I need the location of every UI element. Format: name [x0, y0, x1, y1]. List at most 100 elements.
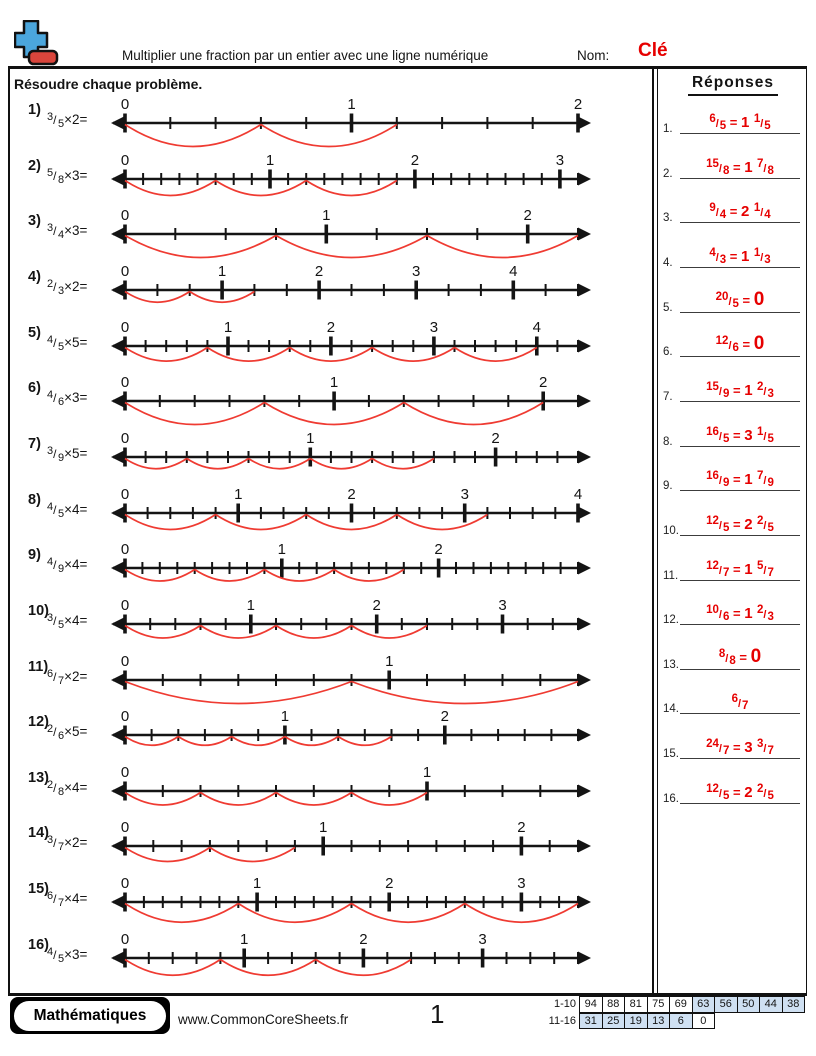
tick-label: 0	[121, 374, 129, 391]
jump-arc	[124, 735, 179, 747]
problem-expression: 2/6×5=	[47, 723, 88, 743]
score-cell: 13	[646, 1012, 670, 1029]
answer-value: 9/4 = 2 1/4	[680, 202, 800, 224]
score-cell: 69	[669, 996, 693, 1013]
worksheet-title: Multiplier une fraction par un entier av…	[122, 48, 489, 63]
problem-number: 12)	[28, 714, 49, 731]
brand-name: Mathématiques	[14, 1000, 166, 1031]
number-line: 0 1 2	[111, 374, 591, 426]
red-block-icon	[27, 49, 59, 66]
tick-label: 2	[373, 597, 381, 614]
jump-arc	[263, 568, 335, 582]
jump-arc	[337, 735, 392, 747]
tick-label: 3	[498, 597, 506, 614]
answer-number: 7.	[663, 390, 673, 403]
tick-label: 2	[524, 207, 532, 224]
left-arrow-icon	[111, 227, 124, 241]
score-cell: 25	[601, 1012, 625, 1029]
right-arrow-icon	[578, 116, 591, 130]
jump-arc	[351, 791, 428, 806]
tick-label: 1	[319, 819, 327, 836]
tick-label: 2	[315, 263, 323, 280]
answers-separator-line	[652, 69, 654, 993]
answer-value: 12/6 = 0	[680, 333, 800, 358]
number-line: 0 1 2	[111, 708, 591, 747]
answers-title: Réponses	[687, 74, 779, 96]
problem-row: 15) 6/7×4= 0 1 2 3	[0, 872, 650, 928]
number-line: 0 1 2	[111, 96, 591, 148]
jump-arc	[231, 735, 286, 747]
jump-arc	[351, 680, 579, 704]
problem-row: 9) 4/9×4= 0 1 2	[0, 538, 650, 594]
header-rule	[8, 66, 807, 69]
score-cell: 38	[781, 996, 805, 1013]
jump-arc	[194, 568, 265, 582]
tick-label: 1	[240, 931, 248, 948]
answer-row: 12. 10/6 = 1 2/3	[654, 586, 808, 628]
left-arrow-icon	[111, 673, 124, 686]
tick-label: 0	[121, 653, 129, 670]
answer-value: 24/7 = 3 3/7	[680, 738, 800, 760]
tick-label: 3	[478, 931, 486, 948]
problem-expression: 4/5×5=	[47, 333, 88, 353]
tick-label: 0	[121, 597, 129, 614]
jump-arc	[426, 235, 579, 259]
tick-label: 2	[347, 486, 355, 503]
answer-number: 8.	[663, 435, 673, 448]
answer-row: 5. 20/5 = 0	[654, 274, 808, 316]
left-arrow-icon	[111, 339, 124, 353]
score-row: 11-16 31 25 19 13 6 0	[530, 1012, 715, 1029]
problem-expression: 5/8×3=	[47, 166, 88, 186]
problem-row: 2) 5/8×3= 0 1 2 3	[0, 149, 650, 205]
jump-arc	[186, 457, 249, 470]
answer-row: 3. 9/4 = 2 1/4	[654, 184, 808, 226]
answer-row: 10. 12/5 = 2 2/5	[654, 497, 808, 539]
brand-logo: Mathématiques	[10, 997, 170, 1034]
jump-arc	[124, 791, 201, 806]
jump-arc	[333, 568, 405, 582]
page-border-right	[805, 66, 807, 995]
answer-number: 2.	[663, 167, 673, 180]
jump-arc	[371, 457, 435, 470]
problem-number: 1)	[28, 102, 41, 118]
problem-number: 14)	[28, 825, 49, 842]
problem-expression: 2/8×4=	[47, 778, 88, 798]
score-cell: 88	[601, 996, 625, 1013]
problem-row: 13) 2/8×4= 0 1	[0, 761, 650, 817]
right-arrow-icon	[578, 951, 591, 965]
jump-arc	[284, 735, 339, 747]
right-arrow-icon	[578, 450, 591, 464]
answer-number: 1.	[663, 123, 673, 135]
tick-label: 0	[121, 96, 129, 113]
jump-arc	[189, 290, 255, 303]
jump-arc	[206, 346, 291, 362]
answer-row: 11. 12/7 = 1 5/7	[654, 542, 808, 584]
jump-arc	[219, 958, 317, 976]
number-line: 0 1 2	[111, 819, 591, 863]
tick-label: 0	[121, 263, 129, 280]
answer-value: 15/9 = 1 2/3	[680, 381, 800, 402]
answer-row: 15. 24/7 = 3 3/7	[654, 720, 808, 762]
score-cell: 81	[624, 996, 648, 1013]
tick-label: 2	[441, 708, 449, 725]
answer-value: 12/5 = 2 2/5	[680, 515, 800, 536]
problem-number: 3)	[28, 213, 41, 230]
tick-label: 3	[430, 319, 438, 336]
score-cell: 94	[579, 996, 603, 1013]
problem-number: 10)	[28, 602, 49, 619]
answer-row: 16. 12/5 = 2 2/5	[654, 765, 808, 807]
score-cell: 50	[736, 996, 760, 1013]
jump-arc	[305, 513, 398, 530]
left-arrow-icon	[111, 728, 124, 742]
jump-arc	[215, 179, 307, 196]
answer-row: 14. 6/7	[654, 675, 808, 717]
tick-label: 1	[330, 374, 338, 391]
problem-number: 16)	[28, 936, 49, 953]
jump-arc	[124, 624, 201, 639]
tick-label: 1	[218, 263, 226, 280]
problem-row: 7) 3/9×5= 0 1 2	[0, 427, 650, 483]
left-arrow-icon	[111, 283, 124, 297]
right-arrow-icon	[578, 394, 591, 408]
instructions-text: Résoudre chaque problème.	[14, 76, 203, 92]
tick-label: 1	[266, 152, 274, 169]
